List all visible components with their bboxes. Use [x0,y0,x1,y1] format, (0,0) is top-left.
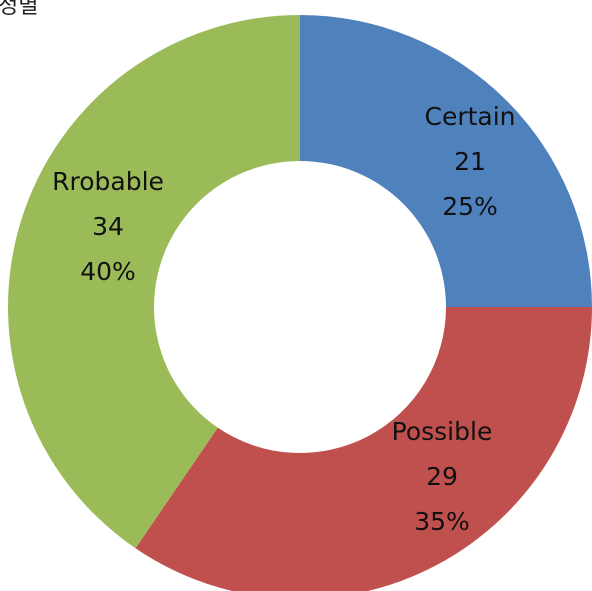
slice-label-value: 21 [454,147,486,176]
slice-label-percent: 40% [80,257,136,286]
slice-label-category: Possible [392,417,493,446]
slice-label-category: Rrobable [52,167,164,196]
slice-possible [135,307,592,591]
slice-label-percent: 35% [414,507,470,536]
labels-group: Certain 21 25% Possible 29 35% Rrobable 34 40% [52,102,515,536]
slice-label-value: 29 [426,462,458,491]
slice-certain [300,15,592,307]
slice-label-value: 34 [92,212,124,241]
slices-group [7,15,592,591]
slice-label-category: Certain [424,102,515,131]
corner-text: 정별 [0,0,39,19]
slice-label-percent: 25% [442,192,498,221]
slice-rrobable [7,15,300,549]
